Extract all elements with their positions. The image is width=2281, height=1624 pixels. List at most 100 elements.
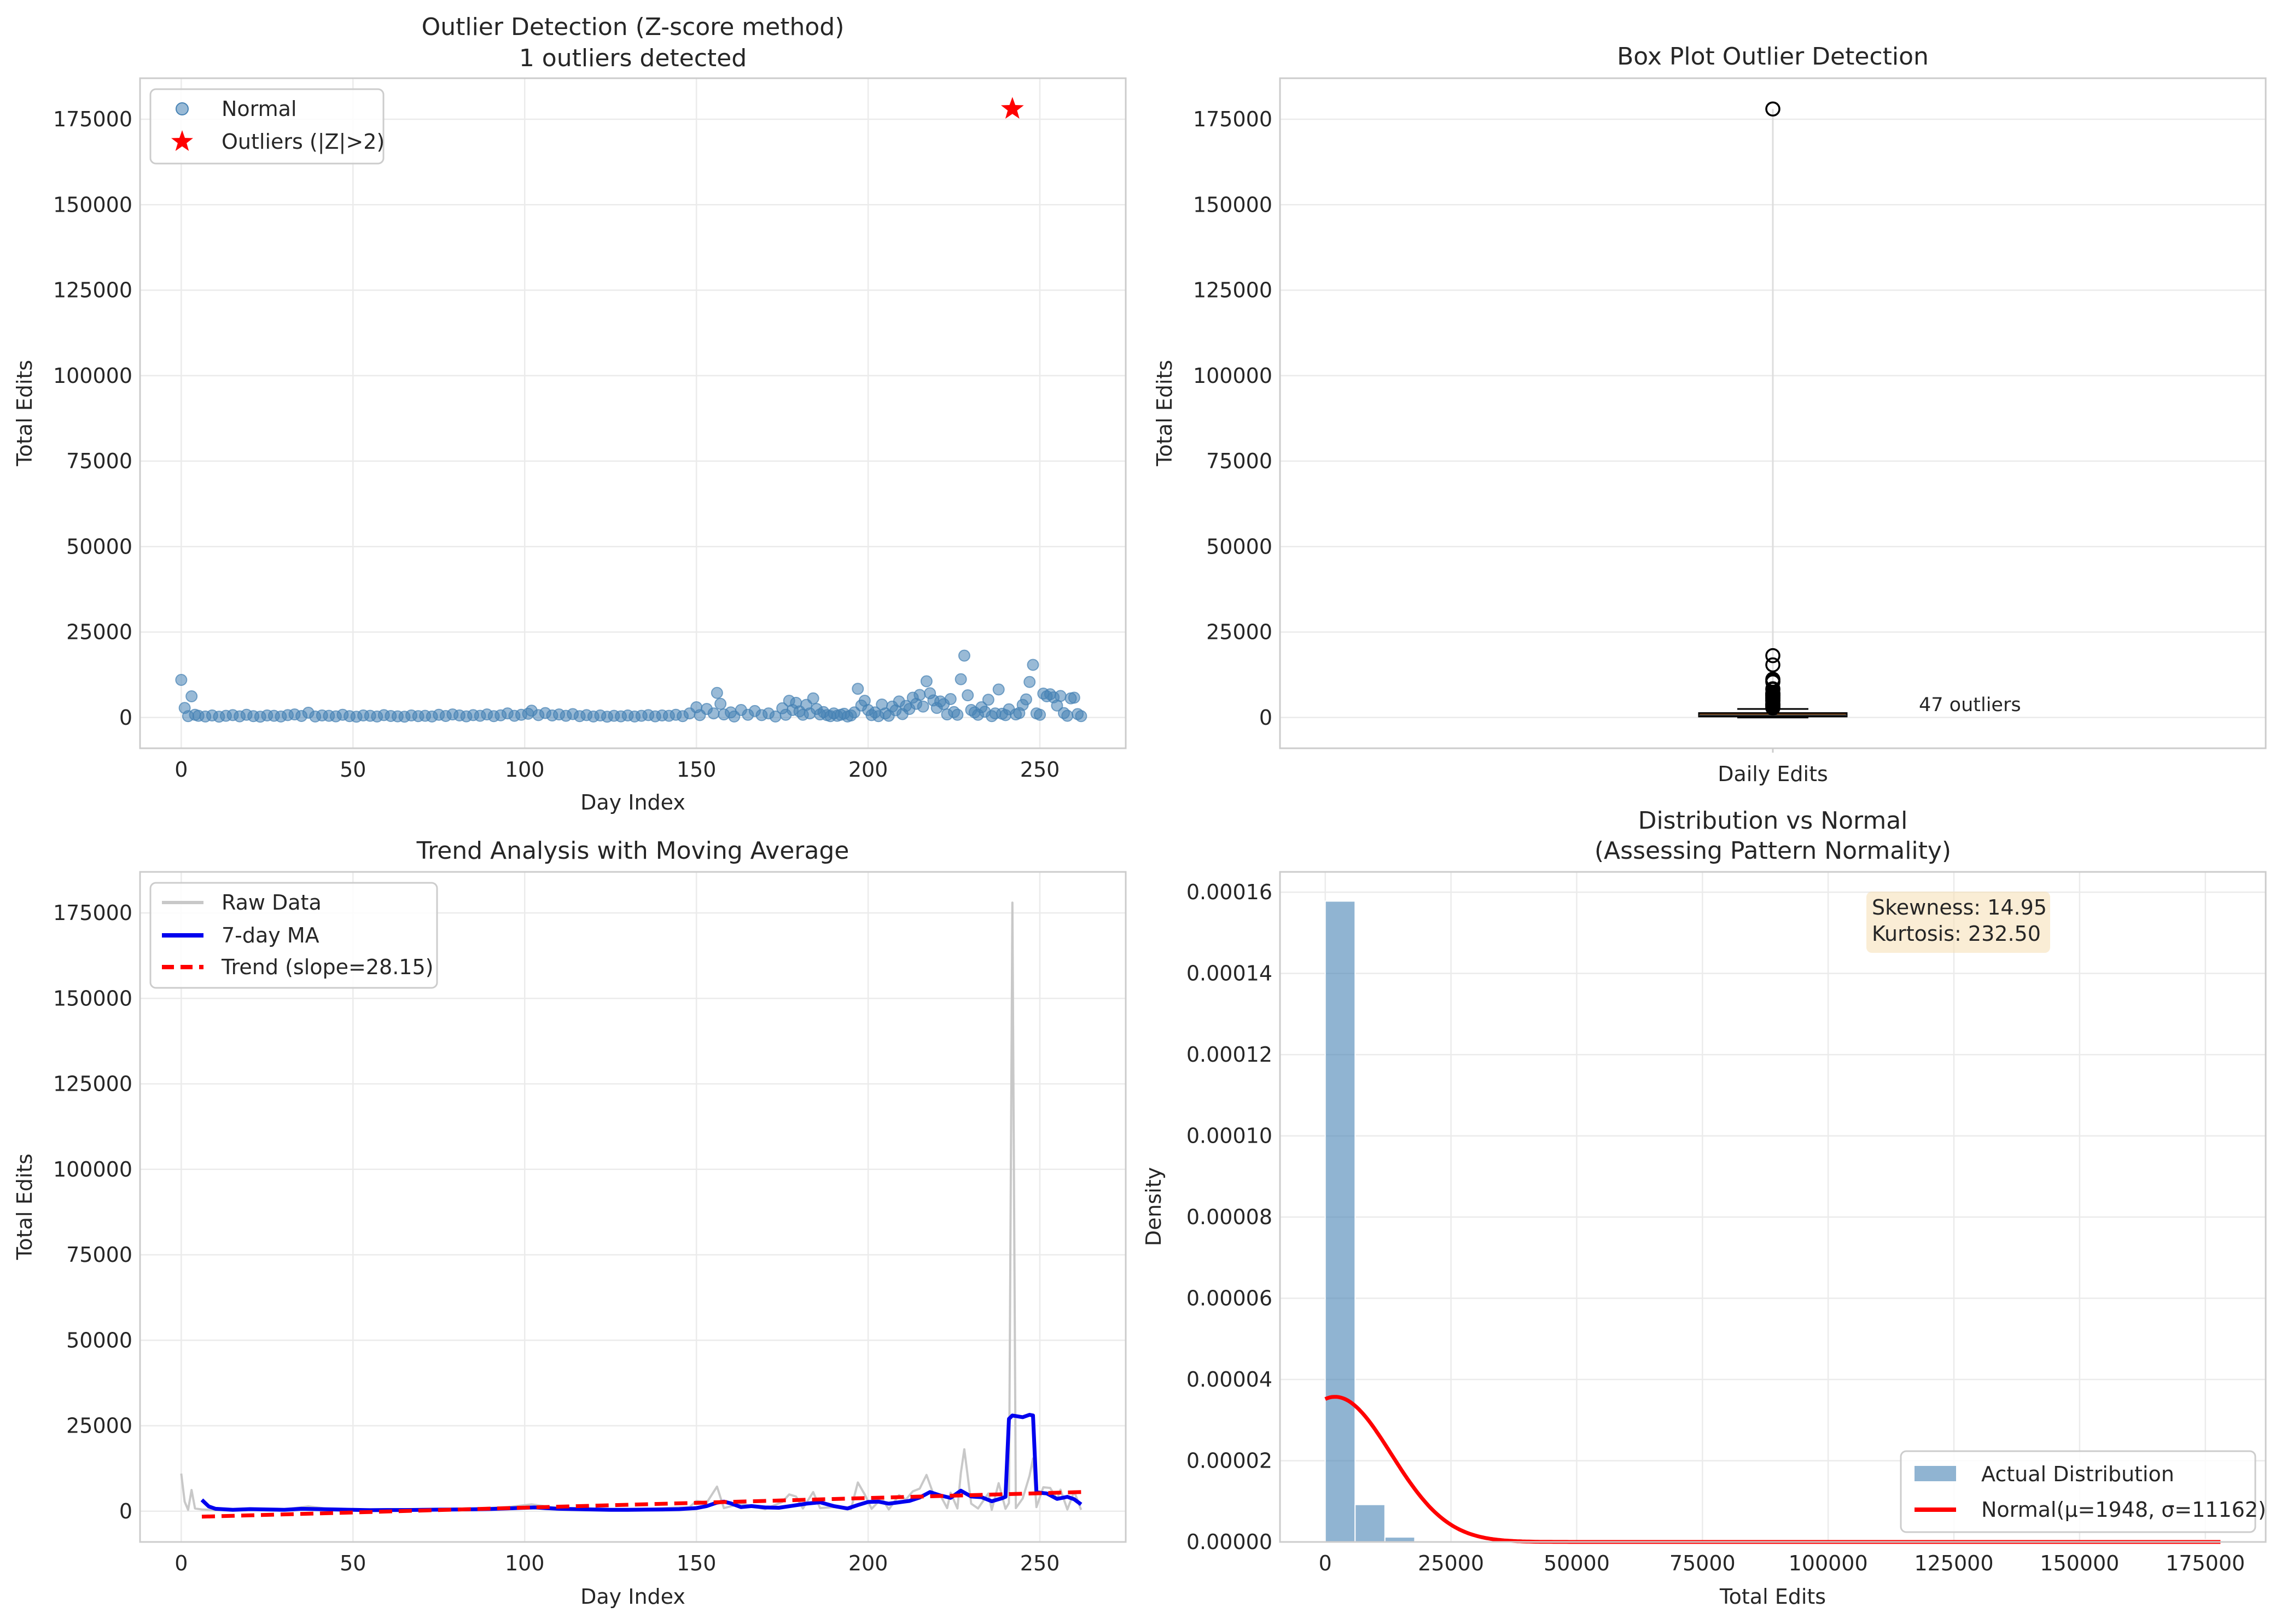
legend-outliers-label: Outliers (|Z|>2) <box>222 130 385 154</box>
trend-ylabel: Total Edits <box>13 1154 37 1260</box>
trend-ytick-label: 150000 <box>53 986 132 1010</box>
distribution-ytick-label: 0.00016 <box>1186 880 1272 904</box>
distribution-xlabel: Total Edits <box>1719 1585 1826 1609</box>
normal-point <box>175 674 188 686</box>
distribution-legend-frame <box>1900 1450 2256 1533</box>
distribution-xtick-label: 50000 <box>1544 1551 1610 1575</box>
legend-normal-marker <box>176 102 189 115</box>
normal-point <box>951 708 964 721</box>
distribution-xtick-label: 25000 <box>1418 1551 1484 1575</box>
trend-xtick-label: 100 <box>505 1551 545 1575</box>
distribution-title: Distribution vs Normal <box>1638 807 1908 835</box>
normal-point <box>917 700 929 713</box>
distribution-ytick-label: 0.00012 <box>1186 1043 1272 1067</box>
distribution-ytick-label: 0.00014 <box>1186 962 1272 986</box>
trend-xtick-label: 150 <box>677 1551 717 1575</box>
boxplot-ytick-label: 100000 <box>1193 364 1272 388</box>
distribution-xtick-label: 0 <box>1319 1551 1332 1575</box>
normal-point <box>1068 691 1080 704</box>
boxplot-ticks: 0 25000 50000 75000 100000 125000 150000 175000 <box>1193 107 1272 730</box>
boxplot-outlier-annotation: 47 outliers <box>1919 694 2021 716</box>
trend-xtick-label: 250 <box>1020 1551 1060 1575</box>
distribution-ytick-label: 0.00008 <box>1186 1205 1272 1229</box>
distribution-ytick-label: 0.00004 <box>1186 1367 1272 1392</box>
zscore-xtick-label: 50 <box>340 758 366 782</box>
distribution-axes-frame <box>1279 871 2267 1543</box>
distribution-ytick-label: 0.00010 <box>1186 1124 1272 1148</box>
normal-point <box>185 690 198 702</box>
zscore-subtitle: 1 outliers detected <box>519 44 747 72</box>
normal-point <box>992 683 1005 696</box>
legend-normal-curve-label: Normal(μ=1948, σ=11162) <box>1981 1498 2266 1522</box>
legend-trend-label: Trend (slope=28.15) <box>221 955 433 979</box>
zscore-xtick-label: 150 <box>677 758 717 782</box>
legend-hist-swatch <box>1915 1466 1956 1481</box>
legend-outliers-marker <box>171 130 193 151</box>
boxplot-outlier <box>1765 672 1780 687</box>
zscore-axes-frame <box>139 77 1127 749</box>
trend-ytick-label: 125000 <box>53 1072 132 1096</box>
zscore-xtick-label: 200 <box>848 758 888 782</box>
zscore-ytick-label: 75000 <box>66 449 132 473</box>
boxplot-ytick-label: 175000 <box>1193 107 1272 131</box>
outlier-star <box>1000 97 1024 119</box>
stats-skewness: Skewness: 14.95 <box>1872 895 2047 919</box>
distribution-ytick-label: 0.00002 <box>1186 1449 1272 1473</box>
histogram-bar <box>1324 900 1356 1542</box>
trend-xtick-label: 200 <box>848 1551 888 1575</box>
normal-point <box>807 692 819 705</box>
boxplot-panel: 0 25000 50000 75000 100000 125000 150000 175000… <box>1153 43 2267 786</box>
legend-ma-label: 7-day MA <box>222 923 319 947</box>
boxplot-ytick-label: 75000 <box>1206 449 1272 473</box>
zscore-xtick-label: 0 <box>174 758 188 782</box>
distribution-panel: 0.00000 0.00002 0.00004 0.00006 0.00008 0.000… <box>1142 807 2267 1609</box>
trend-ytick-label: 75000 <box>66 1243 132 1267</box>
distribution-ytick-label: 0.00000 <box>1186 1530 1272 1554</box>
boxplot-outlier <box>1765 681 1780 696</box>
zscore-ytick-label: 100000 <box>53 364 132 388</box>
normal-point <box>1023 676 1036 688</box>
normal-point <box>955 673 967 685</box>
distribution-xtick-label: 150000 <box>2040 1551 2119 1575</box>
trend-axes-frame <box>139 871 1127 1543</box>
zscore-xtick-label: 100 <box>505 758 545 782</box>
boxplot-ytick-label: 50000 <box>1206 534 1272 558</box>
trend-ytick-label: 100000 <box>53 1157 132 1181</box>
normal-point <box>982 694 994 706</box>
distribution-stats-box: Skewness: 14.95 Kurtosis: 232.50 <box>1866 892 2050 953</box>
boxplot-ytick-label: 150000 <box>1193 193 1272 217</box>
boxplot-category-label: Daily Edits <box>1718 762 1828 786</box>
distribution-xtick-label: 75000 <box>1669 1551 1736 1575</box>
boxplot-outlier <box>1765 657 1780 673</box>
zscore-ytick-label: 25000 <box>66 620 132 644</box>
distribution-ylabel: Density <box>1142 1167 1166 1246</box>
trend-plot-area <box>180 901 1083 1519</box>
distribution-xtick-label: 125000 <box>1914 1551 1993 1575</box>
distribution-ytick-label: 0.00006 <box>1186 1287 1272 1311</box>
boxplot-ytick-label: 25000 <box>1206 620 1272 644</box>
legend-raw-data-label: Raw Data <box>222 890 322 915</box>
zscore-xtick-label: 250 <box>1020 758 1060 782</box>
zscore-ytick-label: 0 <box>119 706 132 730</box>
trend-ticks: 0 25000 50000 75000 100000 125000 150000 175000… <box>53 901 1060 1575</box>
boxplot-ylabel: Total Edits <box>1153 360 1177 467</box>
boxplot-axes-frame <box>1279 77 2267 749</box>
distribution-ticks: 0.00000 0.00002 0.00004 0.00006 0.00008 0.000… <box>1186 880 2245 1575</box>
stats-box-background <box>1866 892 2050 953</box>
normal-point <box>707 707 720 720</box>
normal-point <box>1075 710 1087 723</box>
trend-xtick-label: 0 <box>174 1551 188 1575</box>
zscore-plot-area <box>175 97 1087 723</box>
trend-ytick-label: 50000 <box>66 1328 132 1352</box>
trend-panel: 0 25000 50000 75000 100000 125000 150000 175000… <box>13 837 1127 1609</box>
normal-point <box>714 697 727 710</box>
normal-point <box>913 689 926 701</box>
zscore-legend: Normal Outliers (|Z|>2) <box>149 88 385 165</box>
zscore-xlabel: Day Index <box>580 790 685 814</box>
zscore-ytick-label: 150000 <box>53 193 132 217</box>
distribution-legend: Actual Distribution Normal(μ=1948, σ=111… <box>1900 1450 2266 1533</box>
trend-xtick-label: 50 <box>340 1551 366 1575</box>
boxplot-outlier <box>1765 101 1780 117</box>
